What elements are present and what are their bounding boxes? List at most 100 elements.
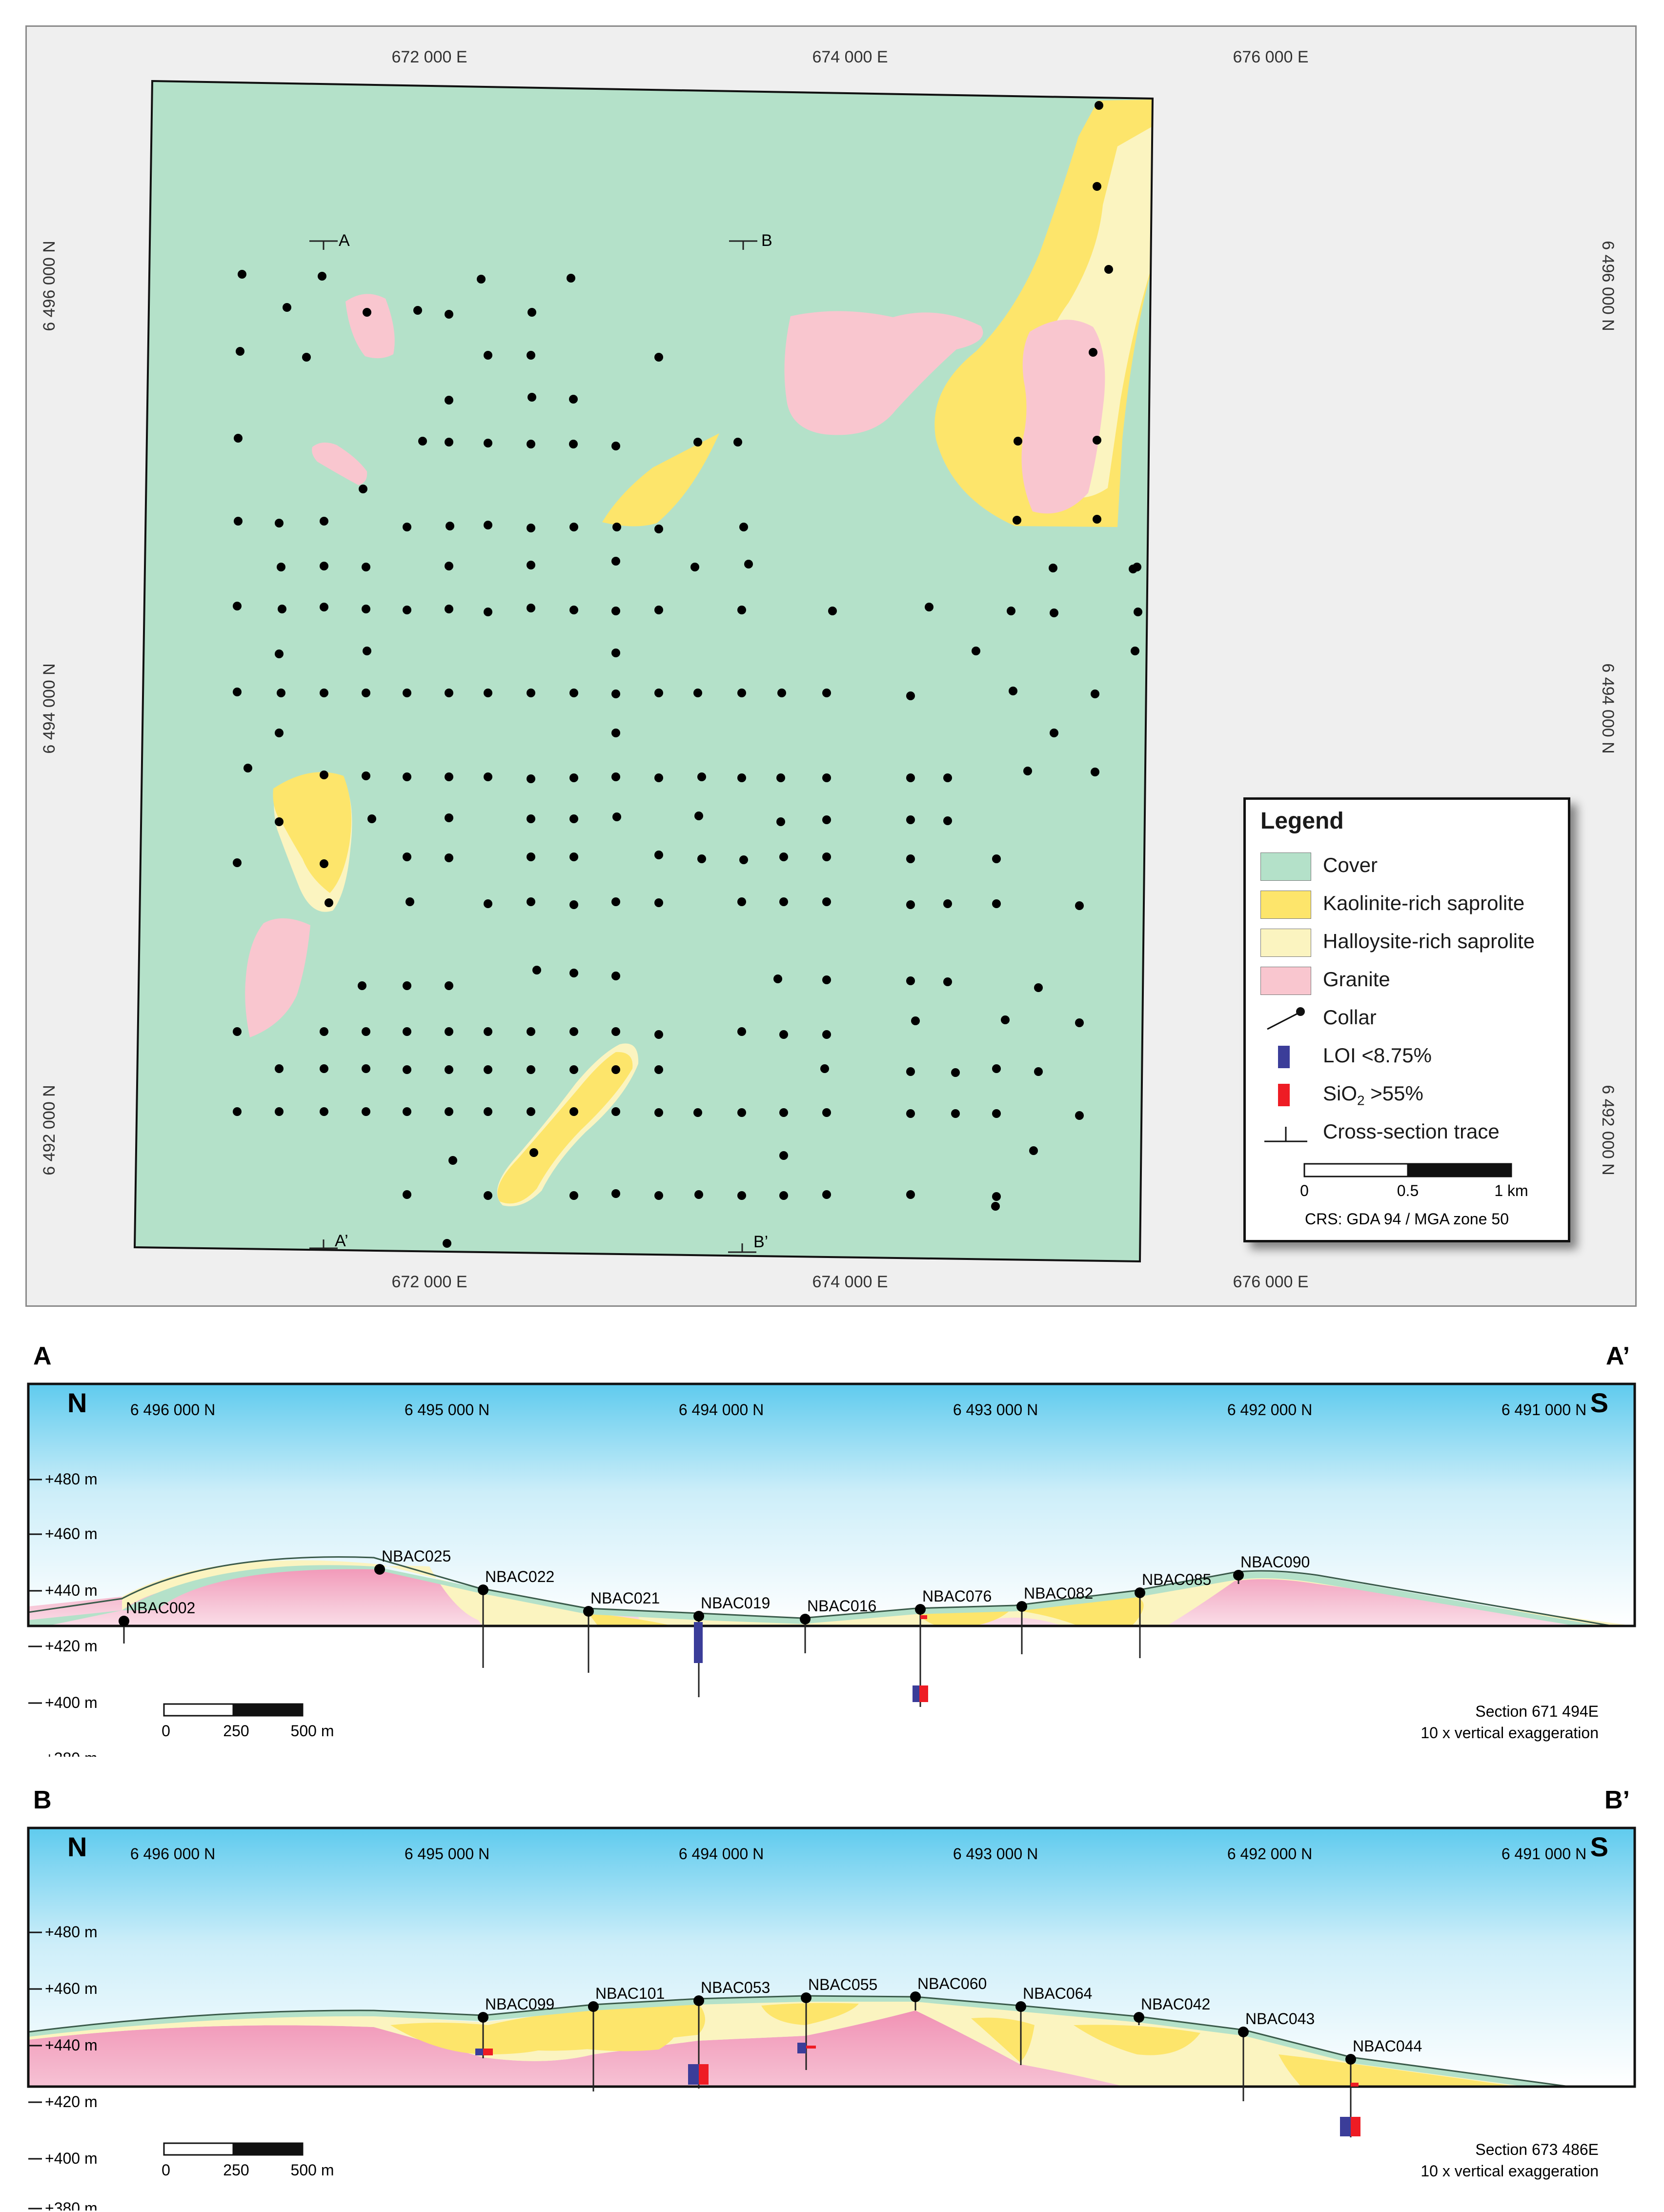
collar-point[interactable] [445,438,453,446]
collar-point[interactable] [611,1065,620,1074]
collar-point[interactable] [527,897,535,906]
collar-point[interactable] [654,1191,663,1200]
collar-point[interactable] [737,606,746,614]
collar-point[interactable] [654,689,663,697]
collar-point[interactable] [569,395,578,404]
collar-point[interactable] [654,1030,663,1039]
collar-point[interactable] [532,966,541,974]
collar-point[interactable] [445,1027,453,1036]
collar-point[interactable] [1104,265,1113,274]
collar-point[interactable] [690,563,699,571]
collar-point[interactable] [403,523,411,531]
collar-point[interactable] [991,1202,1000,1211]
collar-point[interactable] [1093,515,1101,524]
collar-point[interactable] [527,774,535,783]
collar-point[interactable] [1093,436,1101,445]
collar-point[interactable] [320,562,328,570]
collar-point[interactable] [611,972,620,980]
collar-point[interactable] [779,897,788,906]
collar-point[interactable] [527,852,535,861]
collar-point[interactable] [527,1065,535,1074]
collar-point[interactable] [611,772,620,781]
collar-point[interactable] [233,858,242,867]
collar-point[interactable] [611,690,620,698]
collar-point[interactable] [569,852,578,861]
collar-point[interactable] [906,1109,915,1118]
collar-point[interactable] [654,1065,663,1074]
collar-point[interactable] [800,1614,811,1624]
collar-point[interactable] [694,1190,703,1199]
collar-point[interactable] [569,814,578,823]
collar-point[interactable] [744,560,753,568]
collar-point[interactable] [611,649,620,657]
collar-point[interactable] [484,439,492,447]
collar-point[interactable] [363,647,371,655]
collar-point[interactable] [318,272,326,281]
collar-point[interactable] [1131,647,1139,655]
collar-point[interactable] [773,974,782,983]
collar-point[interactable] [362,1064,370,1073]
collar-point[interactable] [612,523,621,531]
collar-point[interactable] [403,1190,411,1199]
collar-point[interactable] [278,605,286,613]
collar-point[interactable] [569,1107,578,1116]
collar-point[interactable] [951,1109,960,1118]
collar-point[interactable] [776,773,785,782]
collar-point[interactable] [238,270,246,279]
collar-point[interactable] [569,1027,578,1036]
collar-point[interactable] [445,605,453,613]
collar-point[interactable] [445,689,453,697]
collar-point[interactable] [418,437,427,446]
collar-point[interactable] [697,854,706,863]
collar-point[interactable] [527,561,535,569]
collar-point[interactable] [362,1027,370,1036]
collar-point[interactable] [484,608,492,616]
collar-point[interactable] [320,603,328,611]
trace-b-start[interactable] [729,240,757,250]
collar-point[interactable] [801,1992,812,2003]
collar-point[interactable] [654,606,663,614]
collar-point[interactable] [777,689,786,697]
collar-point[interactable] [611,1107,620,1116]
collar-point[interactable] [277,689,285,697]
collar-point[interactable] [569,900,578,909]
collar-point[interactable] [822,689,831,697]
collar-point[interactable] [484,899,492,908]
collar-point[interactable] [654,898,663,907]
collar-point[interactable] [484,689,492,697]
collar-point[interactable] [445,772,453,781]
collar-point[interactable] [367,814,376,823]
collar-point[interactable] [236,347,244,356]
collar-point[interactable] [943,977,952,986]
collar-point[interactable] [567,274,575,283]
collar-point[interactable] [737,897,746,906]
collar-point[interactable] [403,1027,411,1036]
collar-point[interactable] [1016,1601,1027,1612]
collar-point[interactable] [275,649,284,658]
collar-point[interactable] [694,812,703,820]
collar-point[interactable] [906,691,915,700]
collar-point[interactable] [737,689,746,697]
collar-point[interactable] [362,771,370,780]
collar-point[interactable] [234,517,243,526]
collar-point[interactable] [739,523,748,531]
collar-point[interactable] [992,1192,1001,1201]
collar-point[interactable] [527,814,535,823]
collar-point[interactable] [915,1604,926,1615]
collar-point[interactable] [233,688,242,696]
collar-point[interactable] [320,1064,328,1073]
collar-point[interactable] [583,1606,594,1617]
collar-point[interactable] [528,393,536,402]
collar-point[interactable] [362,563,370,571]
collar-point[interactable] [484,1065,492,1074]
collar-point[interactable] [445,562,453,570]
collar-point[interactable] [779,1030,788,1039]
cross-section-b[interactable]: B B’ N S 6 496 000 N 6 495 000 N 6 494 000… [0,1781,1664,2211]
collar-point[interactable] [275,519,284,528]
collar-point[interactable] [822,975,831,984]
geology-map[interactable]: 672 000 E 674 000 E 676 000 E 672 000 E … [0,0,1664,1318]
collar-point[interactable] [1091,690,1099,698]
collar-point[interactable] [275,729,284,737]
collar-point[interactable] [906,815,915,824]
collar-point[interactable] [445,813,453,822]
